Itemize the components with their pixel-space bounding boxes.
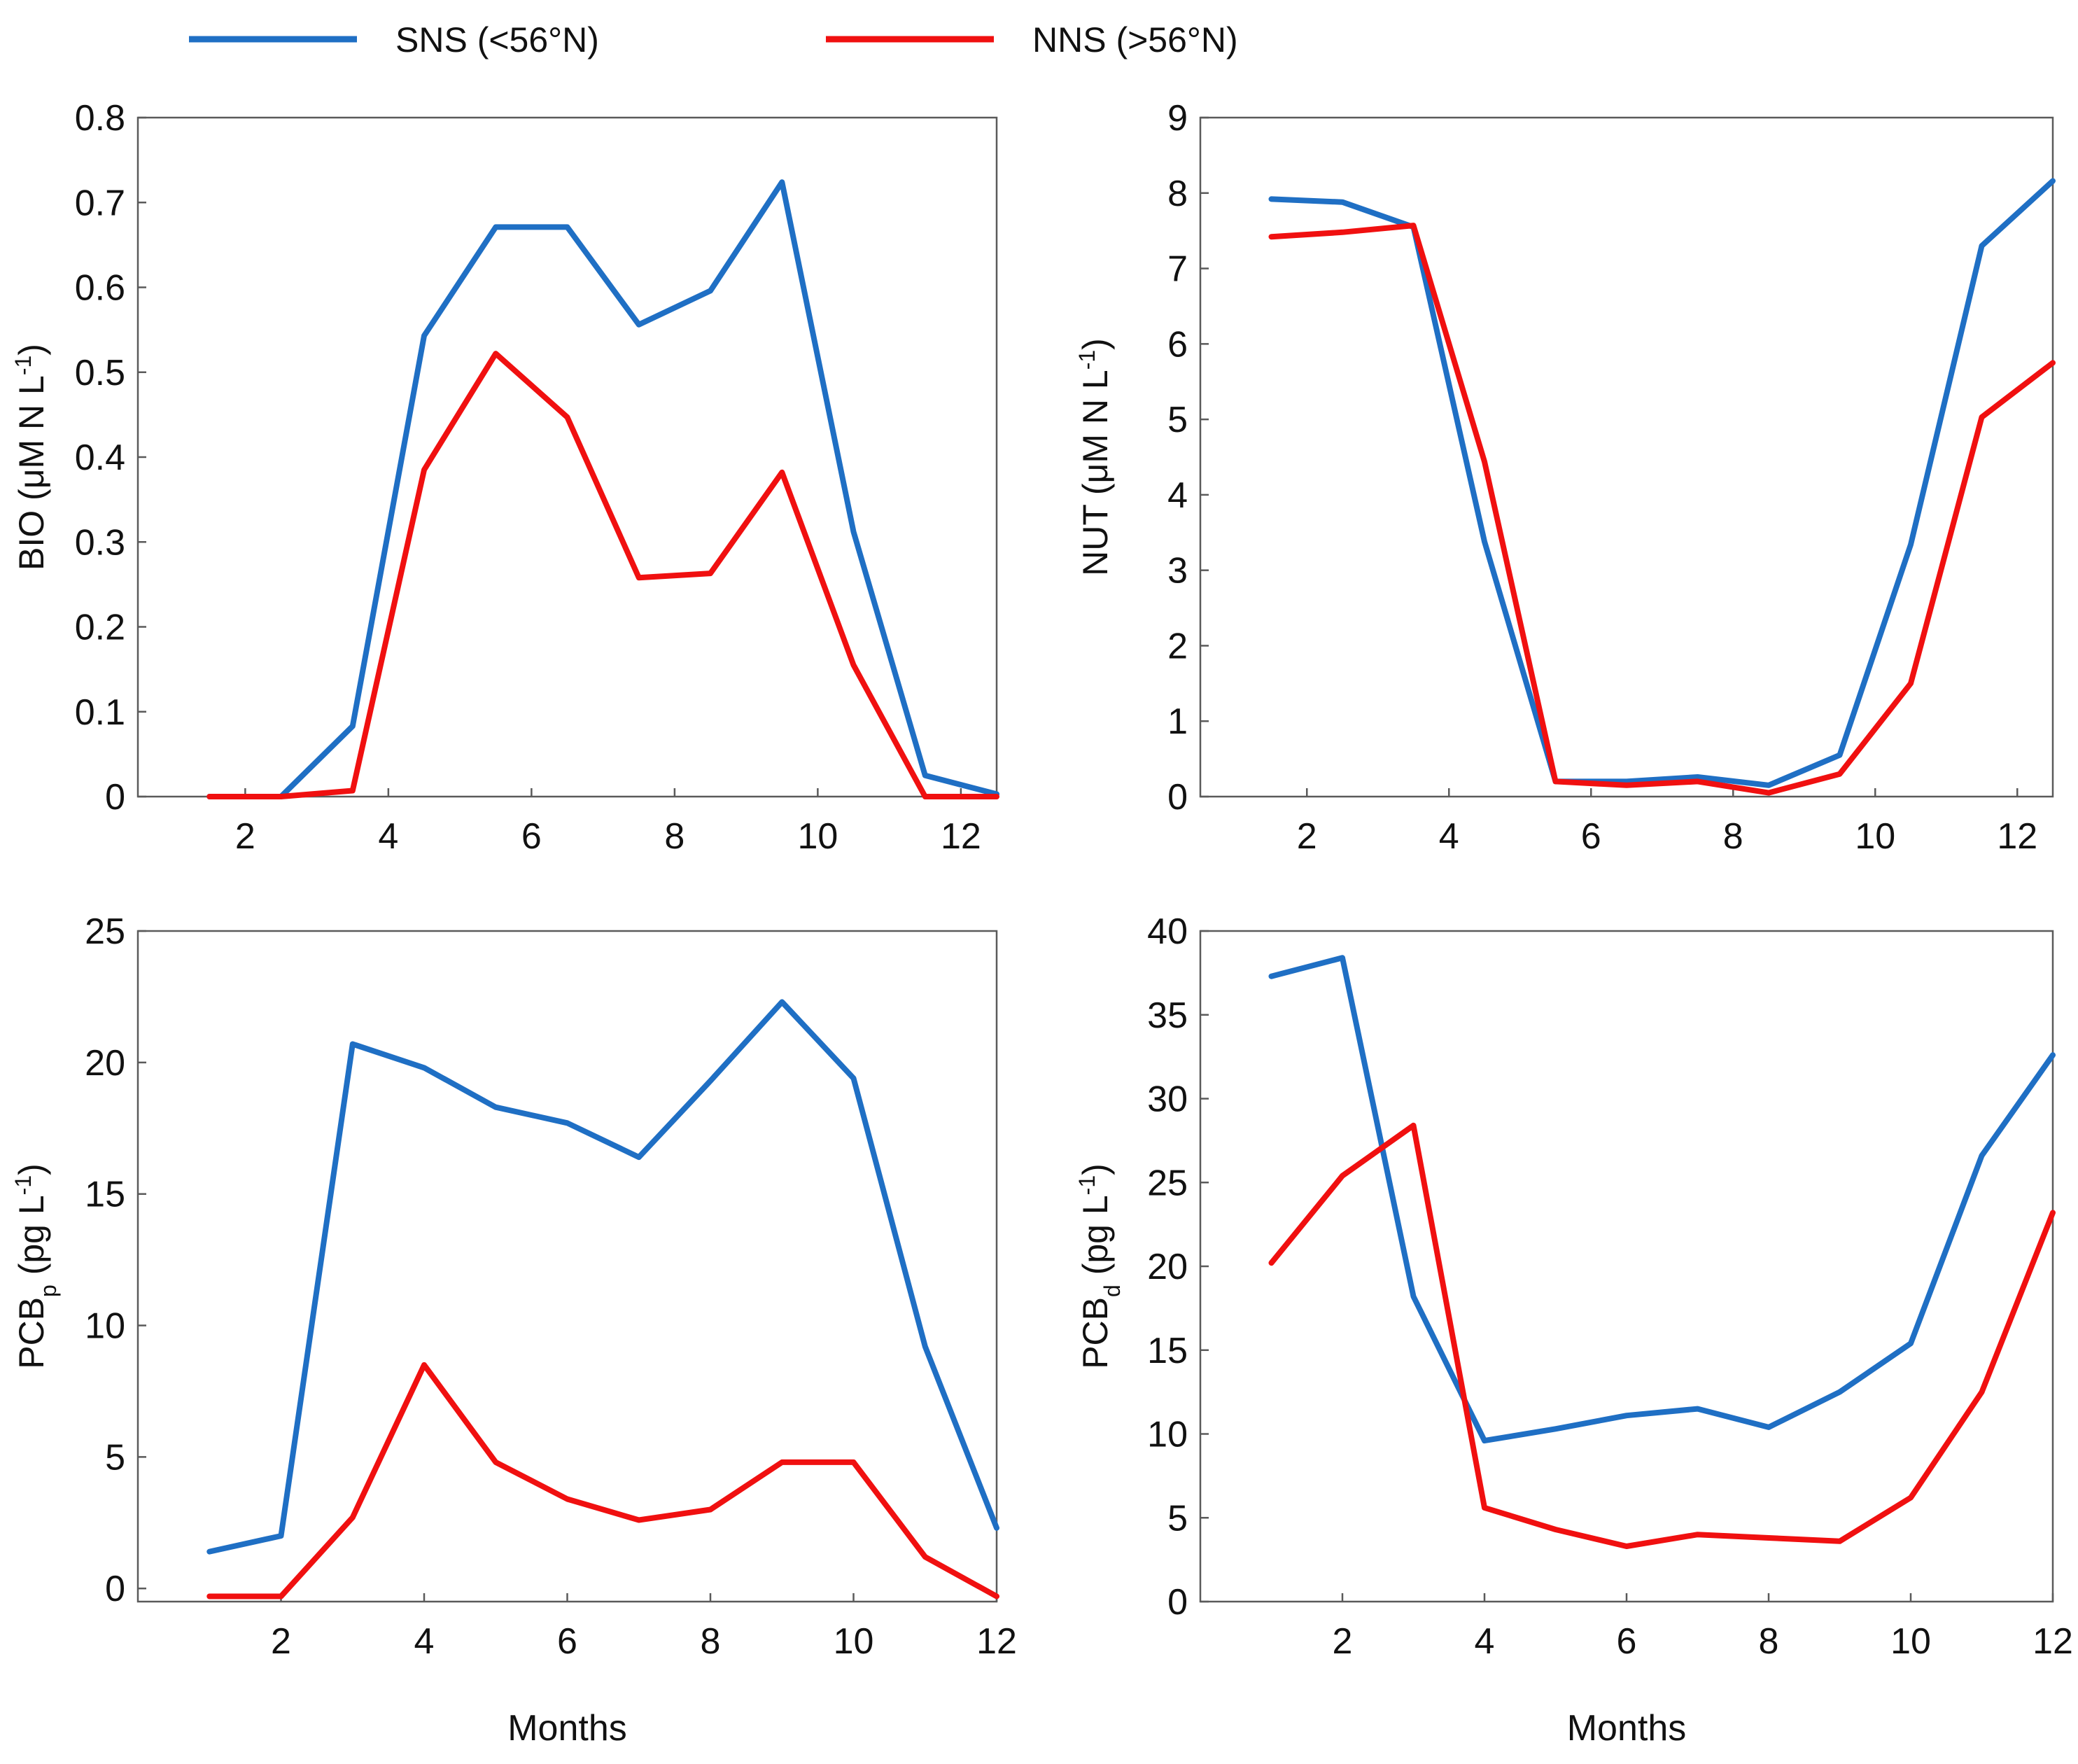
chart-bio: 2 4 6 8 10 12 0 0.1 0.2 0.3 0.4 0.5 0.6 0.7 0.8 BIO (μM… bbox=[10, 98, 999, 857]
y-tick-label: 7 bbox=[1167, 249, 1188, 290]
y-tick-label: 9 bbox=[1167, 98, 1188, 139]
x-tick-label: 2 bbox=[271, 1621, 291, 1662]
x-tick-label: 12 bbox=[2033, 1621, 2073, 1662]
y-tick-label: 0.6 bbox=[75, 268, 125, 309]
legend-label-sns: SNS (<56°N) bbox=[395, 20, 599, 59]
x-tick-label: 8 bbox=[1759, 1621, 1779, 1662]
y-tick-label: 0.3 bbox=[75, 522, 125, 563]
y-tick-label: 0 bbox=[105, 1569, 125, 1609]
y-tick-label: 0.1 bbox=[75, 692, 125, 733]
chart-pcb-dissolved: 2 4 6 8 10 12 0 5 10 15 20 25 30 35 40 PCBd (pg L-1) Mon… bbox=[1074, 911, 2073, 1749]
x-tick-label: 12 bbox=[941, 816, 981, 857]
x-axis-label: Months bbox=[1567, 1708, 1687, 1749]
y-tick-label: 35 bbox=[1147, 995, 1188, 1036]
x-tick-label: 2 bbox=[1297, 816, 1317, 857]
x-tick-label: 4 bbox=[378, 816, 398, 857]
y-tick-label: 25 bbox=[85, 911, 125, 952]
y-tick-label: 0.4 bbox=[75, 438, 125, 478]
y-tick-label: 30 bbox=[1147, 1079, 1188, 1120]
y-tick-label: 8 bbox=[1167, 174, 1188, 214]
y-tick-label: 5 bbox=[105, 1437, 125, 1478]
y-tick-label: 20 bbox=[85, 1043, 125, 1084]
x-tick-label: 2 bbox=[235, 816, 255, 857]
series-line-sns bbox=[206, 179, 999, 799]
x-tick-label: 10 bbox=[1855, 816, 1895, 857]
y-tick-label: 10 bbox=[85, 1306, 125, 1347]
series-line-sns bbox=[1268, 178, 2056, 788]
y-tick-label: 25 bbox=[1147, 1163, 1188, 1203]
x-tick-label: 4 bbox=[1475, 1621, 1495, 1662]
series-line-sns bbox=[206, 999, 999, 1555]
y-tick-label: 0 bbox=[1167, 1582, 1188, 1623]
y-tick-label: 6 bbox=[1167, 324, 1188, 365]
x-axis-label: Months bbox=[507, 1708, 627, 1749]
x-tick-label: 10 bbox=[797, 816, 838, 857]
plot-frame bbox=[1199, 116, 2054, 798]
legend: SNS (<56°N) NNS (>56°N) bbox=[189, 20, 1238, 59]
y-tick-label: 5 bbox=[1167, 1498, 1188, 1539]
y-axis-label: PCBd (pg L-1) bbox=[1074, 1163, 1125, 1369]
plot-frame bbox=[1199, 930, 2054, 1603]
x-tick-label: 10 bbox=[1890, 1621, 1931, 1662]
y-tick-label: 1 bbox=[1167, 701, 1188, 742]
y-tick-label: 40 bbox=[1147, 911, 1188, 952]
y-tick-label: 4 bbox=[1167, 475, 1188, 516]
y-tick-label: 0.8 bbox=[75, 98, 125, 139]
y-tick-label: 0 bbox=[105, 777, 125, 818]
x-tick-label: 10 bbox=[834, 1621, 874, 1662]
y-tick-label: 15 bbox=[85, 1175, 125, 1215]
y-axis-label: PCBp (pg L-1) bbox=[10, 1163, 61, 1369]
x-tick-label: 6 bbox=[521, 816, 542, 857]
series-line-sns bbox=[1268, 955, 2056, 1444]
x-tick-label: 8 bbox=[701, 1621, 721, 1662]
series-line-nns bbox=[1268, 223, 2056, 796]
x-tick-label: 4 bbox=[1439, 816, 1459, 857]
series-line-nns bbox=[206, 351, 999, 799]
y-tick-label: 10 bbox=[1147, 1415, 1188, 1455]
y-axis-label: NUT (μM N L-1) bbox=[1074, 338, 1115, 576]
x-tick-label: 6 bbox=[557, 1621, 577, 1662]
y-tick-label: 2 bbox=[1167, 626, 1188, 666]
y-tick-label: 0.2 bbox=[75, 608, 125, 648]
x-tick-label: 8 bbox=[664, 816, 685, 857]
y-tick-label: 0.5 bbox=[75, 353, 125, 393]
chart-pcb-particulate: 2 4 6 8 10 12 0 5 10 15 20 25 PCBp (pg L-1) Months bbox=[10, 911, 1017, 1749]
series-line-nns bbox=[206, 1362, 999, 1600]
y-tick-label: 0 bbox=[1167, 777, 1188, 818]
x-tick-label: 6 bbox=[1581, 816, 1601, 857]
x-tick-label: 2 bbox=[1333, 1621, 1353, 1662]
x-tick-label: 8 bbox=[1723, 816, 1743, 857]
y-tick-label: 15 bbox=[1147, 1331, 1188, 1371]
y-tick-label: 20 bbox=[1147, 1247, 1188, 1287]
y-tick-label: 5 bbox=[1167, 400, 1188, 440]
x-tick-label: 12 bbox=[1997, 816, 2037, 857]
y-tick-label: 3 bbox=[1167, 551, 1188, 592]
x-tick-label: 12 bbox=[976, 1621, 1017, 1662]
series-line-nns bbox=[1268, 1122, 2056, 1549]
legend-label-nns: NNS (>56°N) bbox=[1032, 20, 1238, 59]
x-tick-label: 6 bbox=[1617, 1621, 1637, 1662]
y-axis-label: BIO (μM N L-1) bbox=[10, 344, 51, 570]
x-tick-label: 4 bbox=[414, 1621, 435, 1662]
y-tick-label: 0.7 bbox=[75, 183, 125, 223]
